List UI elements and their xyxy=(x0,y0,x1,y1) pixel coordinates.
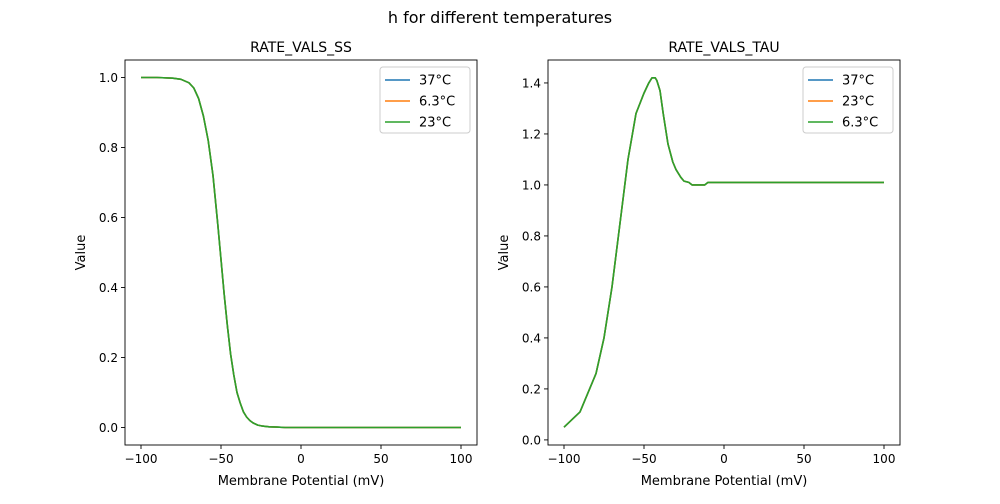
x-tick-label: 0 xyxy=(720,452,728,466)
x-tick-label: −100 xyxy=(125,452,158,466)
y-tick-label: 0.8 xyxy=(522,229,541,243)
subplot-title: RATE_VALS_TAU xyxy=(668,40,779,56)
y-tick-label: 0.4 xyxy=(99,281,118,295)
series-line-23°C xyxy=(141,76,461,429)
y-tick-label: 1.0 xyxy=(99,71,118,85)
y-axis-label: Value xyxy=(74,235,89,271)
subplot-title: RATE_VALS_SS xyxy=(250,40,352,56)
series-line-6.3°C xyxy=(563,77,884,428)
legend-label: 6.3°C xyxy=(842,116,878,131)
x-tick-label: 50 xyxy=(796,452,811,466)
legend-label: 37°C xyxy=(419,74,451,89)
legend-box xyxy=(379,66,471,134)
legend-label: 6.3°C xyxy=(419,95,455,110)
legend-label: 23°C xyxy=(419,116,451,131)
y-tick-label: 0.2 xyxy=(522,382,541,396)
legend-box xyxy=(802,66,894,134)
y-tick-label: 0.6 xyxy=(522,280,541,294)
legend-label: 23°C xyxy=(842,95,874,110)
subplot-1: RATE_VALS_SS −100 −50 0 50 100 0.0 0.2 0.4 0.6 0.8… xyxy=(74,40,478,489)
plot-area xyxy=(563,77,884,428)
subplot-2: RATE_VALS_TAU −100 −50 0 50 100 0.0 0.2 0.4 0.6 0.… xyxy=(497,40,901,489)
y-tick-label: 0.4 xyxy=(522,331,541,345)
y-tick-label: 0.0 xyxy=(522,433,541,447)
x-tick-label: −50 xyxy=(631,452,656,466)
legend: 37°C 23°C 6.3°C xyxy=(802,66,894,134)
legend-label: 37°C xyxy=(842,74,874,89)
y-tick-label: 1.0 xyxy=(522,178,541,192)
x-tick-label: 100 xyxy=(873,452,896,466)
x-tick-label: 100 xyxy=(450,452,473,466)
x-tick-label: 50 xyxy=(373,452,388,466)
y-tick-label: 0.0 xyxy=(99,421,118,435)
plot-area xyxy=(141,76,461,429)
x-tick-label: −50 xyxy=(208,452,233,466)
y-tick-label: 1.2 xyxy=(522,127,541,141)
y-axis-label: Value xyxy=(497,235,512,271)
x-tick-label: 0 xyxy=(297,452,305,466)
figure-title: h for different temperatures xyxy=(388,8,612,27)
y-tick-label: 0.8 xyxy=(99,141,118,155)
x-axis-label: Membrane Potential (mV) xyxy=(641,474,808,489)
y-tick-label: 1.4 xyxy=(522,76,541,90)
y-tick-label: 0.6 xyxy=(99,211,118,225)
legend: 37°C 6.3°C 23°C xyxy=(379,66,471,134)
x-tick-label: −100 xyxy=(548,452,581,466)
x-axis-label: Membrane Potential (mV) xyxy=(218,474,385,489)
y-tick-label: 0.2 xyxy=(99,351,118,365)
